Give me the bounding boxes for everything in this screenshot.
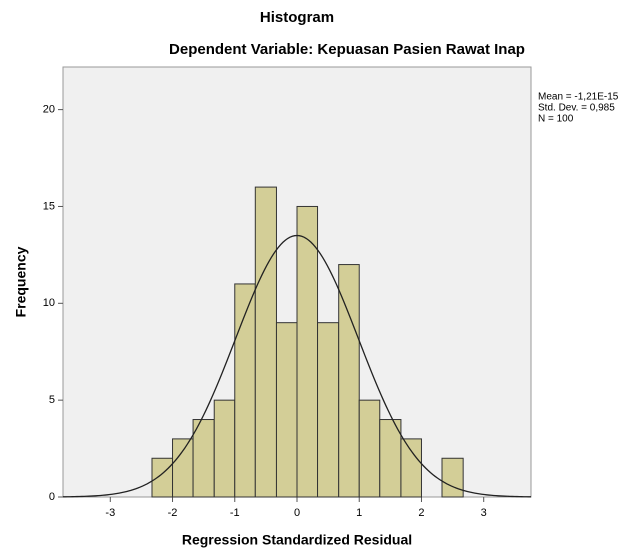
- y-tick-label: 5: [49, 394, 55, 406]
- x-axis-label: Regression Standardized Residual: [182, 532, 412, 548]
- bar: [192, 419, 215, 498]
- y-tick-label: 20: [43, 104, 55, 116]
- y-tick-label: 15: [43, 200, 55, 212]
- x-tick-label: 3: [481, 507, 487, 519]
- chart-title: Histogram: [260, 9, 334, 26]
- bar: [151, 457, 174, 498]
- stats-label: Mean = -1,21E-15: [538, 92, 619, 103]
- bar: [358, 399, 381, 498]
- stats-label: Std. Dev. = 0,985: [538, 103, 615, 114]
- x-tick-label: 1: [356, 507, 362, 519]
- normal-curve: [62, 234, 532, 498]
- bar: [338, 264, 360, 498]
- bar: [172, 438, 194, 498]
- bar: [213, 399, 236, 498]
- bar: [317, 322, 340, 498]
- x-tick-label: -3: [105, 507, 115, 519]
- y-axis-label: Frequency: [13, 246, 29, 317]
- bar: [400, 438, 422, 498]
- y-tick-label: 0: [49, 491, 55, 503]
- x-tick-label: -1: [230, 507, 240, 519]
- bar: [379, 419, 402, 498]
- bar: [441, 457, 464, 498]
- chart-subtitle: Dependent Variable: Kepuasan Pasien Rawa…: [169, 41, 525, 58]
- x-tick-label: -2: [168, 507, 178, 519]
- y-tick-label: 10: [43, 297, 55, 309]
- x-tick-label: 0: [294, 507, 300, 519]
- bar: [296, 205, 319, 498]
- bar: [254, 186, 277, 498]
- x-tick-label: 2: [418, 507, 424, 519]
- stats-label: N = 100: [538, 114, 574, 125]
- bar: [275, 322, 298, 498]
